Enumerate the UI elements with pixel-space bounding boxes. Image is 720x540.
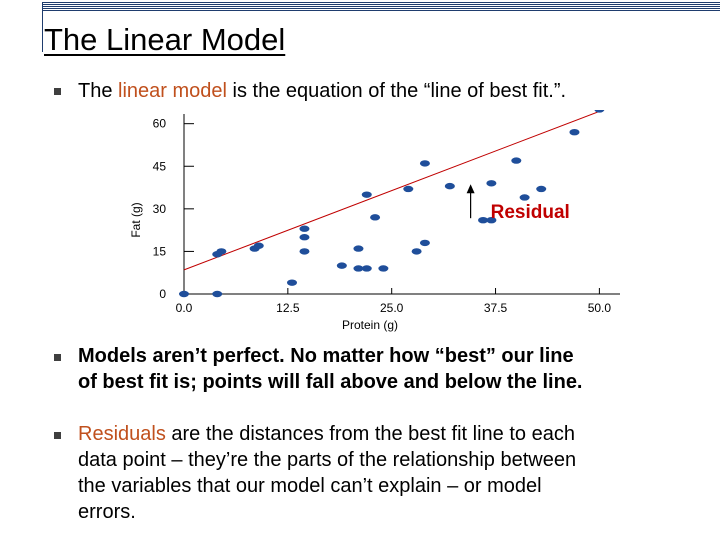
best-fit-line [183,110,605,271]
y-tick-label: 0 [159,287,166,301]
residual-label: Residual [491,202,570,223]
data-point [253,242,264,249]
data-point [299,248,310,255]
header-rule [42,2,720,12]
x-tick-label: 37.5 [484,301,508,315]
y-tick-label: 15 [153,244,167,258]
data-point [353,245,364,252]
bullet-marker [54,432,61,439]
x-tick-label: 25.0 [380,301,404,315]
data-point [569,128,580,136]
data-point [353,265,364,272]
data-point [411,248,422,255]
data-point [594,110,605,113]
data-point [378,265,389,272]
data-point [519,194,530,201]
y-axis-label: Fat (g) [129,202,143,237]
bullet-2-line-1: Models aren’t perfect. No matter how “be… [78,345,574,367]
data-point [370,214,381,221]
x-axis-label: Protein (g) [342,318,398,332]
bullet-marker [54,354,61,361]
data-point [299,234,310,241]
scatter-chart: 0 15 30 45 60 0.0 12.5 25.0 37.5 50.0 Protein (g) F… [129,110,620,332]
x-tick-label: 50.0 [588,301,612,315]
data-point [361,265,372,272]
data-point [403,185,414,193]
data-point [478,216,489,224]
bullet-3-line-4: errors. [78,501,136,523]
data-point [511,157,522,164]
data-point [486,180,497,187]
bullet-3-highlight: Residuals [78,423,166,445]
data-point [419,239,430,247]
data-point [299,225,310,232]
bullet-marker [54,88,61,95]
y-tick-label: 45 [153,159,167,173]
data-point [179,290,189,298]
slide-title: The Linear Model [44,22,286,57]
data-point [444,182,455,190]
data-point [216,248,227,255]
bullet-1-post: is the equation of the “line of best fit… [226,80,567,102]
data-point [212,290,223,298]
header-rule-vertical [42,2,43,52]
y-tick-label: 60 [153,117,167,131]
bullet-2-line-2: of best fit is; points will fall above a… [78,371,583,393]
bullet-3-line-1: Residuals are the distances from the bes… [78,422,575,446]
data-point [536,185,547,193]
bullet-1-text: The linear model is the equation of the … [78,79,566,103]
bullet-3-line-1-rest: are the distances from the best fit line… [165,423,575,445]
bullet-3-line-3: the variables that our model can’t expla… [78,475,542,497]
bullet-1-highlight: linear model [118,80,227,102]
x-tick-label: 0.0 [176,301,193,315]
data-point [486,216,497,224]
data-point [419,160,430,167]
data-point [336,262,347,269]
bullet-1-pre: The [78,80,119,102]
residual-arrowhead [466,184,475,194]
data-point [287,279,297,286]
data-point [361,191,372,198]
y-tick-label: 30 [153,202,167,216]
bullet-3-line-2: data point – they’re the parts of the re… [78,449,577,471]
x-tick-label: 12.5 [276,301,300,315]
